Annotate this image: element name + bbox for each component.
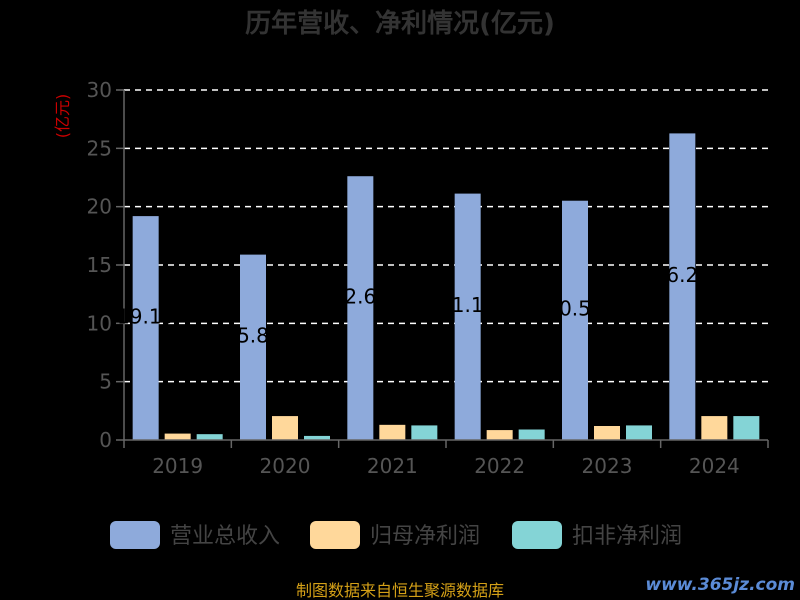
legend-swatch-扣非净利润 [512,521,562,549]
x-tick-label: 2020 [260,454,311,478]
data-source-note: 制图数据来自恒生聚源数据库 [296,581,504,600]
x-tick-label: 2022 [474,454,525,478]
bar-归母净利润-2023 [594,426,620,440]
legend-swatch-营业总收入 [110,521,160,549]
bar-营业总收入-2019 [132,216,159,440]
legend: 营业总收入 归母净利润 扣非净利润 [110,521,682,549]
bar-归母净利润-2024 [701,416,728,440]
x-tick-label: 2024 [689,454,740,478]
bar-扣非净利润-2022 [518,429,545,440]
x-tick-label: 2023 [582,454,633,478]
y-axis-ticks: 0 5 10 15 20 25 30 [87,78,124,452]
data-label-2020: 15.89 [224,324,281,348]
x-axis-ticks: 2019 2020 2021 2022 2023 2024 [152,454,740,478]
bar-营业总收入-2023 [562,200,588,440]
data-label-2021: 22.61 [332,284,389,308]
bar-扣非净利润-2019 [196,434,223,440]
legend-label: 扣非净利润 [572,524,682,549]
bar-扣非净利润-2020 [304,435,330,440]
bar-扣非净利润-2024 [733,416,760,440]
bars [132,133,760,440]
grid-lines [124,89,768,383]
legend-swatch-归母净利润 [310,521,360,549]
bar-归母净利润-2020 [272,416,298,440]
chart-title: 历年营收、净利情况(亿元) [245,8,555,39]
data-label-2022: 21.12 [439,293,496,317]
x-tick-label: 2019 [152,454,203,478]
bar-归母净利润-2019 [164,433,191,440]
bar-归母净利润-2021 [379,424,406,440]
watermark: www.365jz.com [645,575,795,595]
data-labels: 19.19 15.89 22.61 21.12 20.51 26.28 [117,263,711,348]
legend-label: 营业总收入 [170,524,280,549]
legend-label: 归母净利润 [370,524,480,549]
y-tick-label: 10 [87,311,112,335]
bar-归母净利润-2022 [486,430,513,440]
bar-营业总收入-2021 [347,176,374,440]
y-axis-label: (亿元) [53,94,72,139]
bar-营业总收入-2024 [669,133,696,440]
x-tick-label: 2021 [367,454,418,478]
data-label-2019: 19.19 [117,304,174,328]
y-tick-label: 15 [87,253,112,277]
x-axis [123,90,769,448]
y-tick-label: 20 [87,195,112,219]
y-tick-label: 30 [87,78,112,102]
data-label-2024: 26.28 [654,263,711,287]
bar-营业总收入-2022 [454,193,481,440]
data-label-2023: 20.51 [546,297,603,321]
y-tick-label: 5 [99,370,112,394]
bar-扣非净利润-2021 [411,425,438,440]
bar-营业总收入-2020 [240,254,266,440]
y-tick-label: 0 [99,428,112,452]
y-tick-label: 25 [87,136,112,160]
bar-扣非净利润-2023 [626,425,652,440]
